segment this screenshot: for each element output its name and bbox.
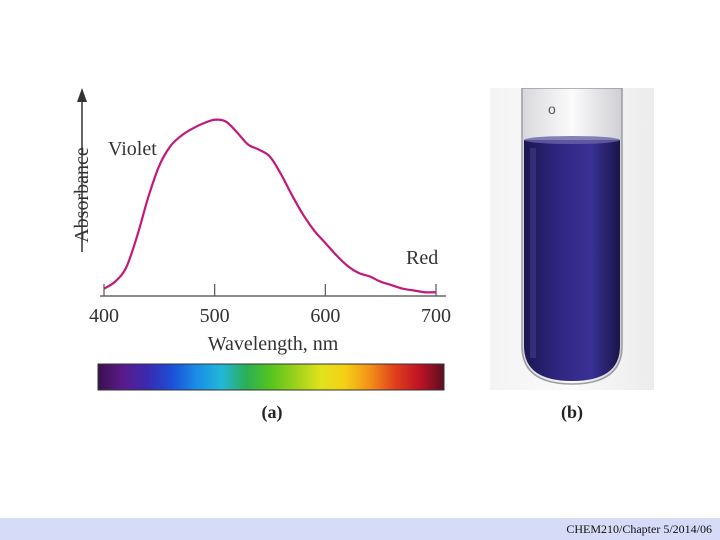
footer-text: CHEM210/Chapter 5/2014/06 [566, 522, 712, 536]
tube-highlight [530, 148, 536, 358]
color-spectrum-bar [97, 363, 445, 391]
absorbance-series-line [103, 118, 437, 294]
tube-liquid [524, 140, 620, 381]
footer-bar: CHEM210/Chapter 5/2014/06 [0, 518, 720, 540]
tube-mark: o [548, 101, 556, 117]
liquid-meniscus [524, 136, 620, 144]
spectrum-gradient-rect [97, 363, 445, 391]
x-tick-label-600: 600 [310, 305, 340, 327]
series-layer [103, 118, 437, 294]
x-ticks: 400 500 600 700 [89, 284, 451, 327]
test-tube-image: o [521, 87, 623, 385]
violet-annotation: Violet [108, 138, 157, 160]
spectrum-figure: 400 500 600 700 Absorbance Wavelength, nm V… [71, 88, 583, 423]
panel-label-b: (b) [561, 402, 583, 423]
y-axis-arrowhead [77, 88, 87, 102]
x-tick-label-700: 700 [421, 305, 451, 327]
axes [77, 88, 446, 297]
test-tube-photo: o [490, 87, 654, 390]
x-tick-label-400: 400 [89, 305, 119, 327]
red-annotation: Red [406, 247, 438, 269]
x-tick-label-500: 500 [200, 305, 230, 327]
x-axis-title: Wavelength, nm [208, 333, 339, 355]
panel-label-a: (a) [262, 402, 283, 423]
y-axis-title: Absorbance [71, 147, 93, 243]
